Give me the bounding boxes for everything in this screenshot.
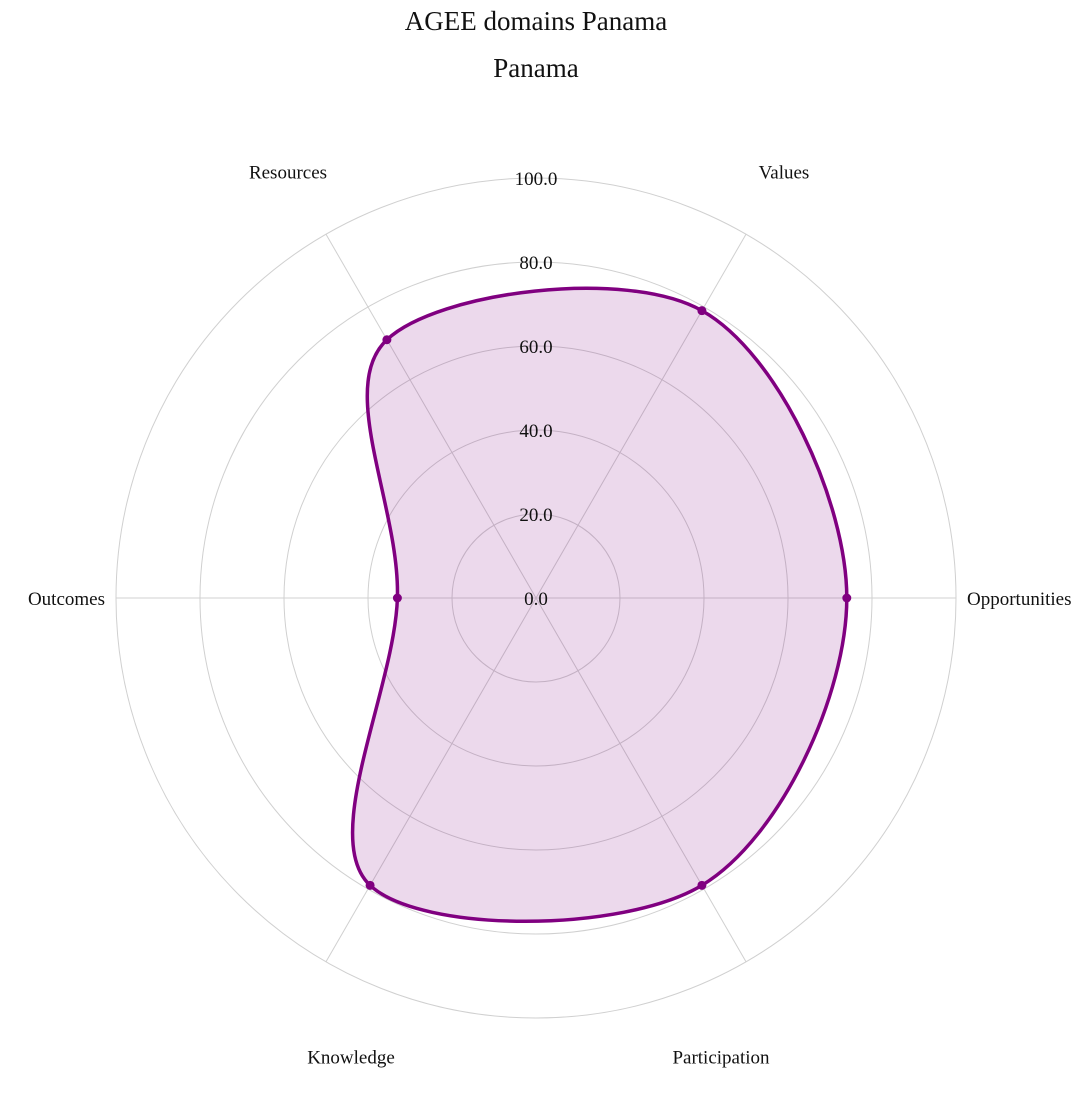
tick-label: 60.0 — [519, 337, 552, 358]
series-area — [350, 286, 849, 924]
data-point-values[interactable] — [697, 306, 707, 316]
axis-label-values: Values — [759, 162, 810, 183]
axis-label-resources: Resources — [249, 162, 327, 183]
radial-tick-labels: 0.0 20.0 40.0 60.0 80.0 100.0 — [515, 169, 558, 610]
data-point-participation[interactable] — [697, 880, 707, 890]
data-point-outcomes[interactable] — [392, 593, 402, 603]
axis-spoke — [325, 597, 537, 962]
chart-subtitle: Panama — [493, 53, 578, 83]
axis-label-opportunities: Opportunities — [967, 589, 1072, 610]
axis-label-outcomes: Outcomes — [28, 589, 105, 610]
radar-grid — [115, 177, 957, 1019]
axis-spoke — [535, 234, 747, 599]
axis-spoke — [325, 234, 537, 599]
series-layer — [350, 286, 852, 924]
tick-label: 40.0 — [519, 421, 552, 442]
axis-label-knowledge: Knowledge — [307, 1048, 395, 1069]
tick-label: 20.0 — [519, 505, 552, 526]
axis-label-participation: Participation — [672, 1048, 770, 1069]
tick-label: 100.0 — [515, 169, 558, 190]
data-point-knowledge[interactable] — [365, 880, 375, 890]
chart-title: AGEE domains Panama — [405, 6, 667, 36]
axis-labels: Values Opportunities Participation Knowledg… — [28, 162, 1072, 1068]
data-point-opportunities[interactable] — [842, 593, 852, 603]
data-point-resources[interactable] — [382, 335, 392, 345]
axis-spoke — [535, 597, 747, 962]
tick-label: 80.0 — [519, 253, 552, 274]
tick-label: 0.0 — [524, 589, 548, 610]
